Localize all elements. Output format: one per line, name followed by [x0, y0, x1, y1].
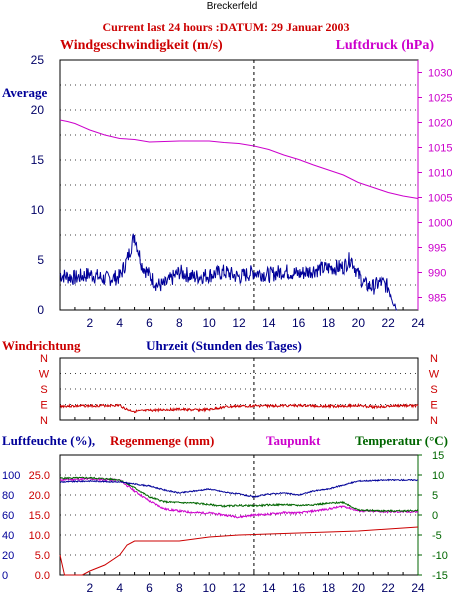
y-left-tick-label: 20 — [31, 103, 45, 117]
y-right-tick-label: 995 — [428, 243, 446, 255]
x-tick-label: 4 — [116, 316, 123, 330]
x-tick-label: 2 — [86, 581, 93, 595]
rain-tick-label: 5.0 — [35, 550, 50, 562]
y-right-tick-label: 1000 — [428, 218, 452, 230]
y-right-tick-label: 1015 — [428, 143, 452, 155]
x-tick-label: 2 — [86, 316, 93, 330]
x-tick-label: 20 — [352, 581, 366, 595]
wind-speed-axis-label: Windgeschwindigkeit (m/s) — [60, 38, 223, 53]
direction-tick-label-left: N — [40, 353, 48, 365]
humidity-line — [59, 478, 418, 499]
pressure-axis-label: Luftdruck (hPa) — [336, 38, 435, 53]
wind-direction-label: Windrichtung — [2, 338, 81, 353]
humidity-tick-label: 100 — [2, 470, 20, 482]
direction-tick-label-left: W — [39, 369, 50, 381]
station-name: Breckerfeld — [207, 1, 258, 12]
rain-line — [59, 526, 419, 576]
chart-title: Current last 24 hours :DATUM: 29 Januar … — [102, 20, 349, 34]
average-label: Average — [2, 85, 47, 100]
y-right-tick-label: 985 — [428, 293, 446, 305]
humidity-tick-label: 80 — [2, 490, 14, 502]
y-right-tick-label: 1030 — [428, 68, 452, 80]
x-tick-label: 10 — [202, 316, 216, 330]
x-tick-label: 12 — [232, 316, 246, 330]
x-tick-label: 12 — [232, 581, 246, 595]
pressure-line — [59, 119, 419, 199]
plot-frame — [59, 454, 419, 576]
x-tick-label: 14 — [262, 581, 276, 595]
temp-tick-label: 5 — [432, 490, 438, 502]
y-right-tick-label: 1020 — [428, 118, 452, 130]
rain-label: Regenmenge (mm) — [110, 433, 214, 448]
dewpoint-line — [59, 477, 419, 519]
direction-tick-label-left: E — [40, 400, 47, 412]
x-tick-label: 16 — [292, 581, 306, 595]
temp-tick-label: -15 — [432, 570, 448, 582]
wind-direction-plot: N NW WS SE EN N — [39, 353, 440, 427]
x-tick-label: 8 — [176, 316, 183, 330]
time-axis-label: Uhrzeit (Stunden des Tages) — [146, 338, 302, 353]
y-left-tick-label: 10 — [31, 203, 45, 217]
x-tick-label: 22 — [381, 316, 395, 330]
dewpoint-label: Taupunkt — [266, 433, 321, 448]
direction-tick-label-left: S — [40, 384, 47, 396]
direction-tick-label-right: W — [429, 369, 440, 381]
rain-tick-label: 10.0 — [29, 530, 50, 542]
temperature-line — [59, 476, 419, 513]
y-right-tick-label: 1025 — [428, 93, 452, 105]
humidity-tick-label: 20 — [2, 550, 14, 562]
wind-direction-line — [59, 402, 419, 414]
x-tick-label: 6 — [146, 581, 153, 595]
x-tick-label: 6 — [146, 316, 153, 330]
humidity-label: Luftfeuchte (%), — [2, 433, 95, 448]
direction-tick-label-right: S — [430, 384, 437, 396]
temp-tick-label: -5 — [432, 530, 442, 542]
y-right-tick-label: 1010 — [428, 168, 452, 180]
humidity-rain-temp-plot: 2 4 6 8 10 12 14 16 18 20 22 240204060801000.05.010… — [2, 450, 448, 595]
temperature-label: Temperatur (°C) — [355, 433, 448, 448]
direction-tick-label-right: N — [430, 353, 438, 365]
direction-tick-label-left: N — [40, 415, 48, 427]
x-tick-label: 24 — [411, 316, 425, 330]
direction-tick-label-right: E — [430, 400, 437, 412]
y-left-tick-label: 25 — [31, 53, 45, 67]
rain-tick-label: 15.0 — [29, 510, 50, 522]
temp-tick-label: 0 — [432, 510, 438, 522]
y-left-tick-label: 5 — [37, 253, 44, 267]
x-tick-label: 8 — [176, 581, 183, 595]
y-right-tick-label: 990 — [428, 268, 446, 280]
temp-tick-label: -10 — [432, 550, 448, 562]
x-tick-label: 14 — [262, 316, 276, 330]
y-right-tick-label: 1005 — [428, 193, 452, 205]
direction-tick-label-right: N — [430, 415, 438, 427]
y-left-tick-label: 0 — [37, 303, 44, 317]
x-tick-label: 20 — [352, 316, 366, 330]
humidity-tick-label: 0 — [2, 570, 8, 582]
rain-tick-label: 20.0 — [29, 490, 50, 502]
wind-speed-line — [59, 233, 398, 311]
x-tick-label: 10 — [202, 581, 216, 595]
x-tick-label: 18 — [322, 581, 336, 595]
x-tick-label: 4 — [116, 581, 123, 595]
x-tick-label: 22 — [381, 581, 395, 595]
temp-tick-label: 15 — [432, 450, 444, 462]
x-tick-label: 24 — [411, 581, 425, 595]
temp-tick-label: 10 — [432, 470, 444, 482]
x-tick-label: 16 — [292, 316, 306, 330]
humidity-tick-label: 40 — [2, 530, 14, 542]
rain-tick-label: 25.0 — [29, 470, 50, 482]
plot-frame — [59, 357, 419, 421]
rain-tick-label: 0.0 — [35, 570, 50, 582]
wind-pressure-plot: 2 4 6 8 10 12 14 16 18 20 22 2405101520259859909951… — [31, 53, 453, 330]
x-tick-label: 18 — [322, 316, 336, 330]
y-left-tick-label: 15 — [31, 153, 45, 167]
humidity-tick-label: 60 — [2, 510, 14, 522]
